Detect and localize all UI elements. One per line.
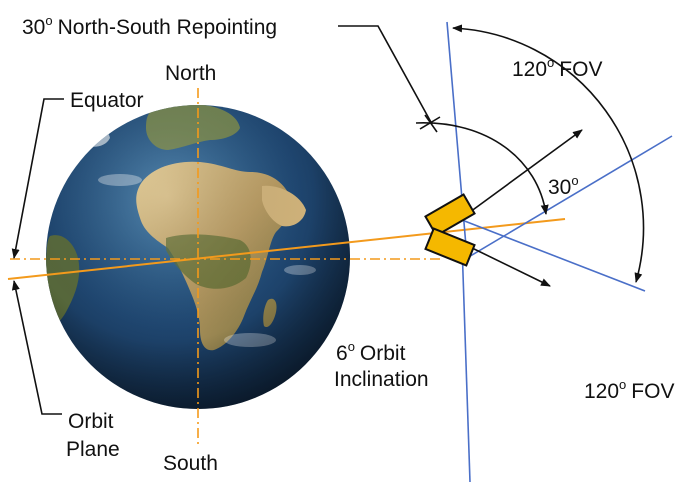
equator-label: Equator: [70, 89, 144, 112]
equator-leader: [11, 98, 64, 259]
fov-arc: [452, 24, 645, 283]
earth-globe-icon: [46, 105, 350, 409]
fov-label-lower: 120o FOV: [584, 377, 674, 403]
angle-30-label: 30o: [548, 173, 579, 199]
repointing-arc: [415, 122, 549, 215]
orbit-plane-label-line2: Plane: [66, 438, 120, 461]
satellite-icon: [424, 193, 476, 267]
inclination-label-line1: 6o Orbit: [336, 339, 406, 365]
orbit-plane-label-line1: Orbit: [68, 410, 114, 433]
south-label: South: [163, 452, 218, 475]
boresight-arrow-upper: [469, 129, 583, 213]
boresight-arrow-lower: [467, 245, 551, 287]
repointing-label: 30o North-South Repointing: [22, 13, 277, 39]
repointing-leader: [338, 25, 433, 125]
north-label: North: [165, 62, 216, 85]
fov-label-upper: 120o FOV: [512, 55, 602, 81]
repointing-cross-icon: [419, 114, 441, 133]
orbit-plane-leader: [11, 280, 62, 415]
fov-line-lower-right: [461, 219, 646, 292]
fov-line-lower-left: [461, 243, 471, 483]
inclination-label-line2: Inclination: [334, 368, 429, 391]
